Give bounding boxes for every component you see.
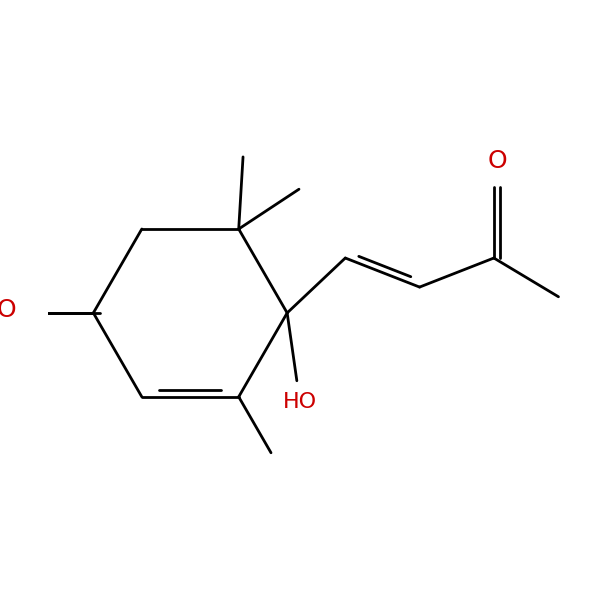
Text: O: O — [0, 298, 16, 322]
Text: O: O — [487, 149, 507, 173]
Text: HO: HO — [283, 392, 317, 412]
